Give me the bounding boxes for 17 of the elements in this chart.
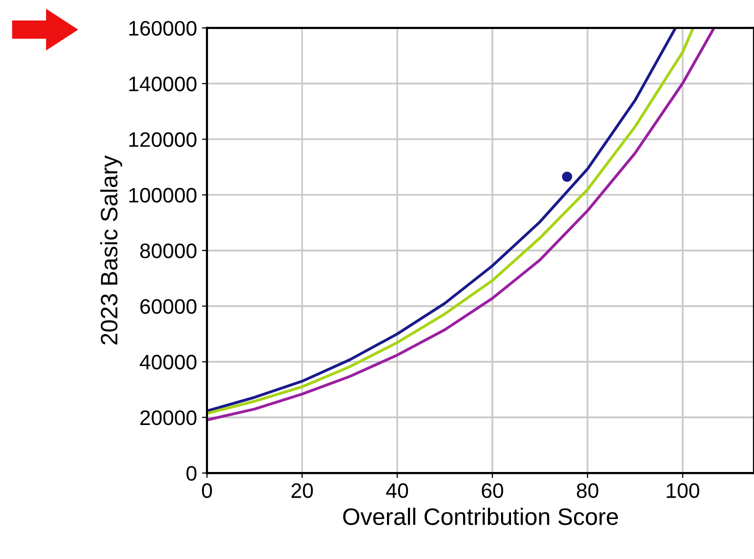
x-tick-label: 100 (666, 483, 700, 498)
x-tick-label: 20 (292, 483, 313, 498)
y-tick-label: 80000 (140, 243, 196, 258)
y-tick-label: 20000 (140, 410, 196, 426)
x-tick-label: 80 (576, 483, 598, 498)
y-tick-label: 60000 (140, 299, 196, 314)
y-tick-label: 40000 (140, 354, 196, 370)
x-axis-title: Overall Contribution Score (343, 508, 618, 526)
x-tick-label: 60 (482, 483, 504, 498)
y-tick-label: 160000 (129, 20, 196, 36)
y-tick-label: 120000 (129, 132, 196, 147)
y-axis-title: 2023 Basic Salary (100, 155, 122, 344)
y-tick-label: 140000 (129, 76, 196, 92)
y-tick-label: 100000 (129, 188, 196, 203)
x-tick-label: 40 (386, 483, 408, 498)
y-tick-label: 0 (186, 466, 196, 481)
x-tick-label: 0 (202, 483, 212, 498)
